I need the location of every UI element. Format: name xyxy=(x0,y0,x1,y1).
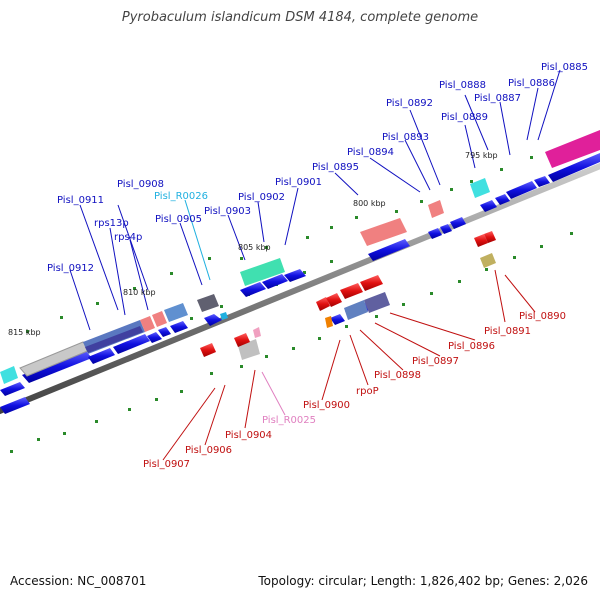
gene-label[interactable]: Pisl_0893 xyxy=(382,132,429,143)
gene-label[interactable]: Pisl_R0026 xyxy=(154,191,208,202)
gene-label[interactable]: Pisl_R0025 xyxy=(262,415,316,426)
gene-label[interactable]: Pisl_0890 xyxy=(519,311,566,322)
map-title: Pyrobaculum islandicum DSM 4184, complet… xyxy=(121,10,479,25)
gene-label[interactable]: Pisl_0897 xyxy=(412,356,459,367)
feature-boxes xyxy=(0,130,600,384)
kbp-label: 815 kbp xyxy=(8,328,41,337)
gene-label[interactable]: Pisl_0887 xyxy=(474,93,521,104)
gene-label[interactable]: rpoP xyxy=(356,386,379,397)
kbp-label: 795 kbp xyxy=(465,151,498,160)
gene-label[interactable]: Pisl_0911 xyxy=(57,195,104,206)
gene-labels-reverse: Pisl_0890 Pisl_0891 Pisl_0896 Pisl_0897 … xyxy=(143,311,566,470)
kbp-labels: 795 kbp 800 kbp 805 kbp 810 kbp 815 kbp xyxy=(8,151,498,337)
gene-label[interactable]: Pisl_0889 xyxy=(441,112,488,123)
gene-label[interactable]: Pisl_0908 xyxy=(117,179,164,190)
leader-line-rna-forward xyxy=(184,199,211,281)
gene-label[interactable]: Pisl_0905 xyxy=(155,214,202,225)
topology-text: Topology: circular; Length: 1,826,402 bp… xyxy=(258,574,588,588)
gene-label[interactable]: Pisl_0896 xyxy=(448,341,495,352)
gene-label[interactable]: Pisl_0885 xyxy=(541,62,588,73)
genome-backbone xyxy=(0,162,600,415)
gene-label[interactable]: Pisl_0892 xyxy=(386,98,433,109)
gene-label[interactable]: Pisl_0912 xyxy=(47,263,94,274)
forward-gene-track xyxy=(0,153,600,414)
tick-marks-upper xyxy=(26,156,533,333)
gene-label[interactable]: Pisl_0891 xyxy=(484,326,531,337)
gene-label[interactable]: Pisl_0904 xyxy=(225,430,272,441)
gene-label[interactable]: rps4p xyxy=(114,232,142,243)
gene-label[interactable]: Pisl_0907 xyxy=(143,459,190,470)
leader-lines-forward xyxy=(69,69,561,331)
gene-label[interactable]: Pisl_0894 xyxy=(347,147,394,158)
gene-label[interactable]: Pisl_0898 xyxy=(374,370,421,381)
gene-label[interactable]: Pisl_0900 xyxy=(303,400,350,411)
gene-label[interactable]: Pisl_0895 xyxy=(312,162,359,173)
gene-label[interactable]: rps13p xyxy=(94,218,129,229)
leader-line-rna-reverse xyxy=(261,371,286,416)
gene-label[interactable]: Pisl_0906 xyxy=(185,445,232,456)
gene-label[interactable]: Pisl_0886 xyxy=(508,78,555,89)
gene-labels-forward: Pisl_0885 Pisl_0886 Pisl_0887 Pisl_0888 … xyxy=(47,62,588,274)
leader-lines-reverse xyxy=(162,269,536,461)
gene-label[interactable]: Pisl_0903 xyxy=(204,206,251,217)
gene-label[interactable]: Pisl_0902 xyxy=(238,192,285,203)
kbp-label: 805 kbp xyxy=(238,243,271,252)
accession-text: Accession: NC_008701 xyxy=(10,574,147,588)
reverse-gene-track xyxy=(200,231,496,357)
gene-label[interactable]: Pisl_0901 xyxy=(275,177,322,188)
gene-label[interactable]: Pisl_0888 xyxy=(439,80,486,91)
kbp-label: 800 kbp xyxy=(353,199,386,208)
kbp-label: 810 kbp xyxy=(123,288,156,297)
